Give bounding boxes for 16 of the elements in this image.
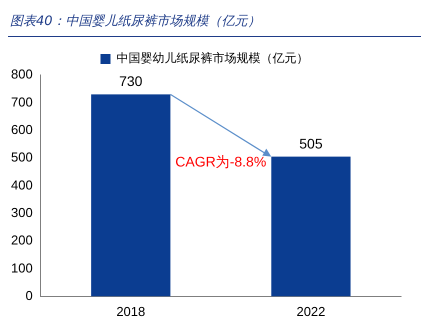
- y-tick-label: 200: [10, 232, 33, 248]
- y-tick-label: 100: [10, 260, 33, 276]
- legend-label: 中国婴幼儿纸尿裤市场规模（亿元）: [116, 51, 308, 66]
- y-tick-label: 300: [10, 204, 33, 220]
- chart-title: 图表40：中国婴儿纸尿裤市场规模（亿元）: [8, 8, 421, 37]
- data-label: 730: [119, 73, 143, 90]
- y-tick-label: 400: [10, 177, 33, 192]
- y-tick-label: 700: [10, 94, 33, 110]
- data-label: 505: [299, 136, 323, 152]
- annotation: CAGR为-8.8%: [175, 154, 266, 170]
- y-tick-label: 600: [10, 122, 33, 137]
- y-tick-label: 0: [25, 288, 33, 303]
- y-tick-label: 800: [10, 66, 33, 82]
- x-tick-label: 2022: [296, 304, 326, 319]
- y-tick-label: 500: [10, 150, 33, 165]
- x-tick-label: 2018: [116, 304, 146, 319]
